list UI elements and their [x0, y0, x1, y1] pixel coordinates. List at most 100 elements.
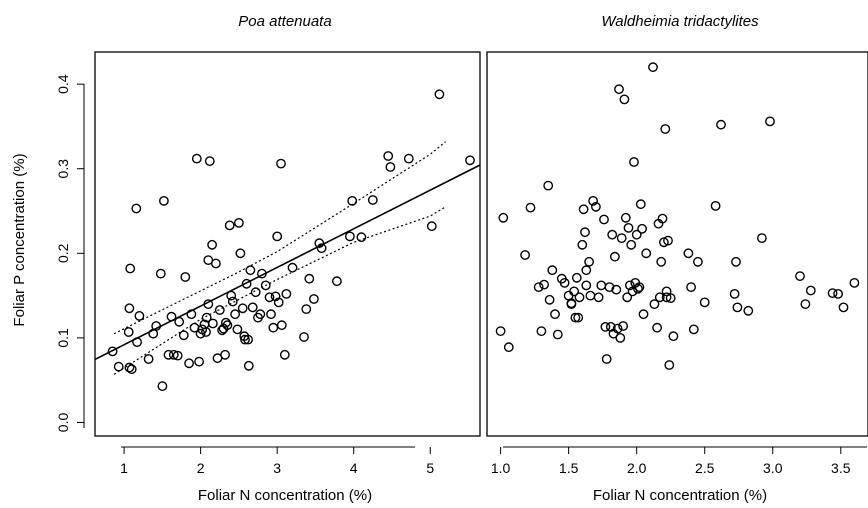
- y-axis-label: Foliar P concentration (%): [11, 153, 28, 326]
- data-point: [612, 323, 623, 334]
- panel-title: Poa attenuata: [238, 13, 331, 30]
- data-point: [637, 223, 647, 234]
- data-point: [550, 309, 560, 320]
- data-point: [308, 294, 319, 304]
- x-tick-label: 2.0: [627, 460, 647, 476]
- data-point: [688, 324, 699, 335]
- data-point: [584, 256, 594, 267]
- data-point: [536, 326, 547, 336]
- data-point: [577, 239, 588, 250]
- x-axis-label: Foliar N concentration (%): [593, 487, 767, 504]
- data-point: [656, 256, 667, 267]
- x-tick-label: 3: [273, 460, 281, 476]
- data-point: [125, 263, 136, 274]
- data-point: [344, 231, 355, 242]
- data-point: [385, 162, 396, 172]
- data-point: [631, 229, 642, 240]
- data-point: [314, 238, 325, 249]
- data-point: [157, 381, 168, 391]
- data-point: [383, 151, 394, 161]
- data-point: [620, 212, 631, 223]
- data-point: [623, 222, 634, 233]
- data-point: [588, 195, 598, 206]
- data-point: [194, 356, 205, 367]
- data-point: [272, 231, 283, 242]
- data-point: [654, 292, 665, 303]
- data-point: [260, 280, 271, 291]
- data-point: [547, 265, 558, 276]
- data-point: [268, 322, 279, 333]
- axis-ticks: 1 2 3 4 5 0.0 0.1 0.2 0.3 0.4: [55, 74, 434, 476]
- data-points: [107, 89, 475, 391]
- data-point: [227, 296, 238, 307]
- data-point: [276, 320, 287, 331]
- data-point: [699, 297, 710, 308]
- data-point: [214, 305, 225, 315]
- data-point: [174, 316, 185, 327]
- data-point: [299, 332, 309, 342]
- data-point: [683, 248, 694, 259]
- data-point: [626, 239, 637, 250]
- x-tick-label: 3.5: [831, 460, 851, 476]
- data-point: [180, 272, 191, 282]
- data-point: [201, 327, 211, 337]
- data-point: [648, 62, 658, 73]
- data-point: [569, 286, 579, 297]
- data-point: [434, 89, 445, 100]
- data-point: [281, 288, 292, 299]
- data-point: [593, 292, 604, 303]
- data-point: [573, 312, 584, 323]
- x-tick-label: 3.0: [763, 460, 783, 476]
- data-point: [610, 251, 620, 262]
- data-point: [245, 265, 256, 276]
- data-point: [235, 248, 246, 259]
- data-point: [124, 362, 135, 373]
- data-point: [178, 330, 189, 341]
- data-point: [158, 195, 169, 206]
- data-point: [203, 299, 214, 309]
- data-point: [226, 290, 237, 301]
- data-point: [800, 299, 811, 309]
- data-point: [710, 200, 721, 211]
- data-point: [250, 287, 261, 298]
- data-point: [279, 349, 290, 360]
- axis-ticks: 1.0 1.5 2.0 2.5 3.0 3.5: [491, 447, 851, 476]
- data-point: [668, 331, 679, 342]
- data-point: [191, 153, 202, 164]
- y-tick-label: 0.0: [55, 413, 71, 433]
- data-point: [520, 250, 530, 260]
- data-point: [204, 156, 215, 167]
- data-point: [123, 327, 134, 337]
- data-point: [622, 292, 633, 303]
- data-point: [664, 360, 675, 370]
- data-point: [629, 157, 639, 167]
- data-point: [665, 293, 676, 303]
- data-point: [163, 349, 174, 360]
- data-point: [614, 84, 624, 95]
- data-point: [210, 258, 221, 269]
- data-point: [230, 309, 241, 320]
- x-tick-label: 1.5: [559, 460, 579, 476]
- data-point: [301, 304, 312, 314]
- data-point: [256, 268, 267, 279]
- data-point: [143, 354, 154, 364]
- data-point: [222, 320, 233, 331]
- data-point: [264, 292, 275, 303]
- data-point: [237, 303, 248, 314]
- data-point: [331, 276, 342, 287]
- data-point: [625, 280, 635, 291]
- data-point: [539, 279, 549, 290]
- data-point: [503, 342, 514, 353]
- data-point: [652, 322, 662, 333]
- x-tick-label: 2: [197, 460, 205, 476]
- data-point: [635, 199, 646, 210]
- data-point: [619, 94, 630, 105]
- data-point: [585, 290, 596, 301]
- data-point: [600, 321, 611, 332]
- x-tick-label: 5: [426, 460, 434, 476]
- data-point: [618, 321, 628, 331]
- x-tick-label: 1: [120, 460, 128, 476]
- data-point: [543, 180, 554, 191]
- data-point: [686, 282, 696, 292]
- data-point: [649, 299, 660, 309]
